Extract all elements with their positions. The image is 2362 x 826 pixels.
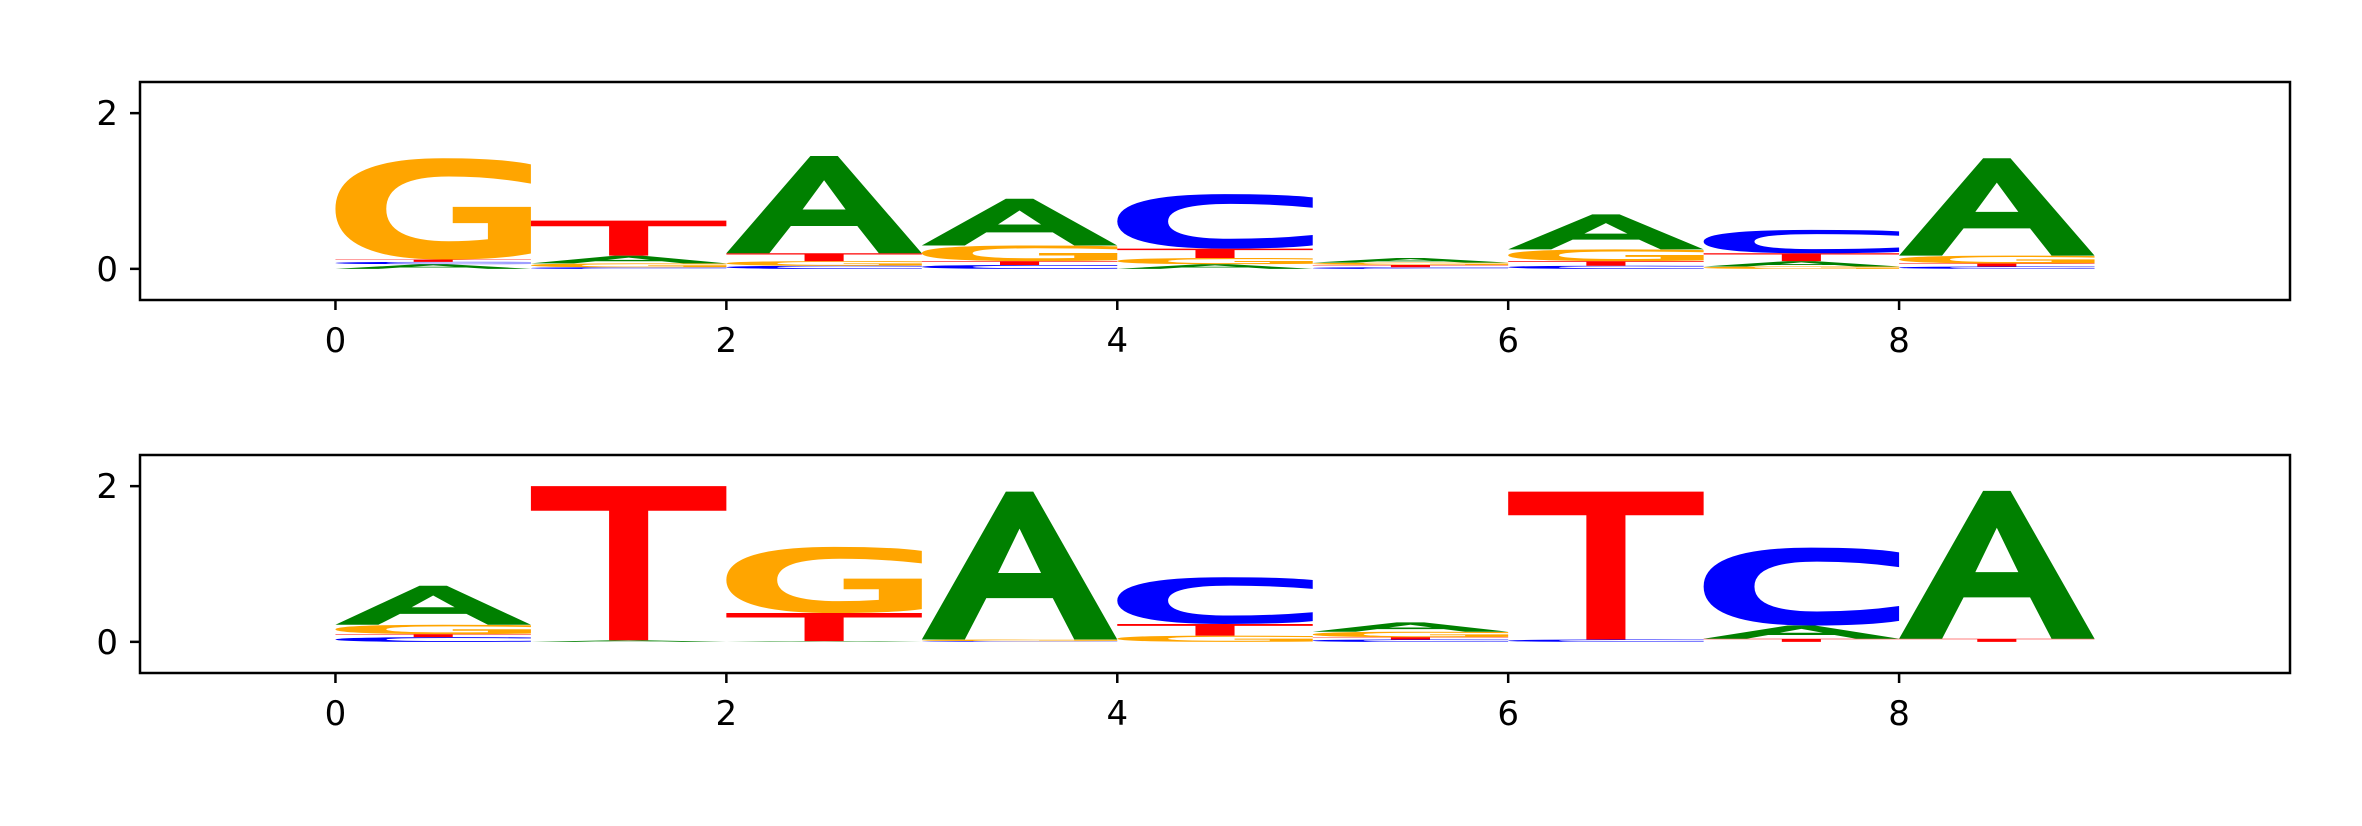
letter-T-pos-0 <box>335 634 531 638</box>
y-tick-label: 0 <box>96 623 118 663</box>
letter-A-pos-7 <box>1703 625 1900 639</box>
letter-G-pos-4 <box>1117 257 1313 265</box>
logo-panel-2: 0 2 4 6 8 0 2 <box>96 453 2292 734</box>
letter-A-pos-2 <box>726 155 922 254</box>
axes-frame <box>138 453 2292 675</box>
letter-T-pos-2 <box>726 613 922 642</box>
letter-T-pos-8 <box>1899 638 2095 642</box>
letter-G-pos-1 <box>530 263 727 268</box>
x-tick-label: 0 <box>325 694 347 734</box>
letter-C-pos-1 <box>530 267 727 269</box>
x-tick-label: 2 <box>716 321 738 361</box>
letter-G-pos-2 <box>726 546 922 614</box>
letter-T-pos-2 <box>726 253 922 262</box>
letter-C-pos-4 <box>1117 577 1313 624</box>
letter-A-pos-5 <box>1312 257 1509 263</box>
letter-A-pos-3 <box>921 491 1118 640</box>
letter-C-pos-2 <box>726 265 922 269</box>
letter-C-pos-5 <box>1312 267 1509 269</box>
letter-A-pos-7 <box>1703 261 1900 267</box>
letter-G-pos-3 <box>921 639 1118 642</box>
letter-T-pos-4 <box>1117 623 1313 636</box>
letter-A-pos-0 <box>335 585 531 625</box>
letter-T-pos-0 <box>335 259 531 262</box>
letter-G-pos-7 <box>1703 266 1900 269</box>
y-tick-label: 2 <box>96 467 118 507</box>
letter-T-pos-6 <box>1508 491 1704 640</box>
letter-T-pos-7 <box>1703 253 1900 262</box>
letter-T-pos-1 <box>530 486 727 641</box>
letter-T-pos-5 <box>1312 637 1509 640</box>
y-tick-label: 2 <box>96 94 118 134</box>
axes-frame <box>138 80 2292 302</box>
letter-C-pos-5 <box>1312 639 1509 642</box>
x-tick-label: 6 <box>1497 694 1519 734</box>
letter-C-pos-4 <box>1117 194 1313 249</box>
letter-A-pos-0 <box>335 264 531 269</box>
letter-T-pos-8 <box>1899 263 2095 267</box>
x-tick-label: 4 <box>1106 694 1128 734</box>
x-tick-label: 0 <box>325 321 347 361</box>
letter-C-pos-6 <box>1508 639 1704 642</box>
x-tick-label: 8 <box>1888 321 1910 361</box>
x-tick-label: 6 <box>1497 321 1519 361</box>
letter-C-pos-7 <box>1703 229 1900 254</box>
letter-C-pos-0 <box>335 261 531 265</box>
letter-T-pos-3 <box>921 261 1118 265</box>
letter-T-pos-1 <box>530 220 727 256</box>
letter-A-pos-3 <box>921 198 1118 246</box>
letter-G-pos-6 <box>1508 249 1704 262</box>
letter-A-pos-1 <box>530 640 727 642</box>
letter-A-pos-6 <box>1508 214 1704 250</box>
letter-G-pos-5 <box>1312 631 1509 638</box>
letter-A-pos-4 <box>1117 264 1313 269</box>
x-tick-label: 8 <box>1888 694 1910 734</box>
letter-A-pos-5 <box>1312 622 1509 632</box>
letter-T-pos-7 <box>1703 638 1900 642</box>
x-tick-label: 2 <box>716 694 738 734</box>
logo-panel-1: 0 2 4 6 8 0 2 <box>96 80 2292 361</box>
letter-A-pos-2 <box>726 641 922 642</box>
letter-A-pos-8 <box>1899 158 2095 256</box>
letter-C-pos-7 <box>1703 547 1900 626</box>
letter-C-pos-3 <box>921 264 1118 269</box>
letter-C-pos-6 <box>1508 265 1704 269</box>
letter-G-pos-8 <box>1899 255 2095 264</box>
letter-C-pos-0 <box>335 637 531 642</box>
letter-T-pos-6 <box>1508 261 1704 266</box>
letter-G-pos-0 <box>335 624 531 635</box>
letter-G-pos-5 <box>1312 262 1509 265</box>
letter-G-pos-0 <box>335 158 531 260</box>
letter-C-pos-3 <box>921 641 1118 642</box>
letter-A-pos-1 <box>530 255 727 264</box>
letter-T-pos-4 <box>1117 248 1313 258</box>
x-tick-label: 4 <box>1106 321 1128 361</box>
y-tick-label: 0 <box>96 250 118 290</box>
letter-G-pos-2 <box>726 261 922 266</box>
letter-A-pos-8 <box>1899 490 2095 639</box>
letter-C-pos-8 <box>1899 266 2095 269</box>
letter-T-pos-5 <box>1312 264 1509 268</box>
letter-G-pos-3 <box>921 245 1118 262</box>
letter-G-pos-4 <box>1117 635 1313 642</box>
